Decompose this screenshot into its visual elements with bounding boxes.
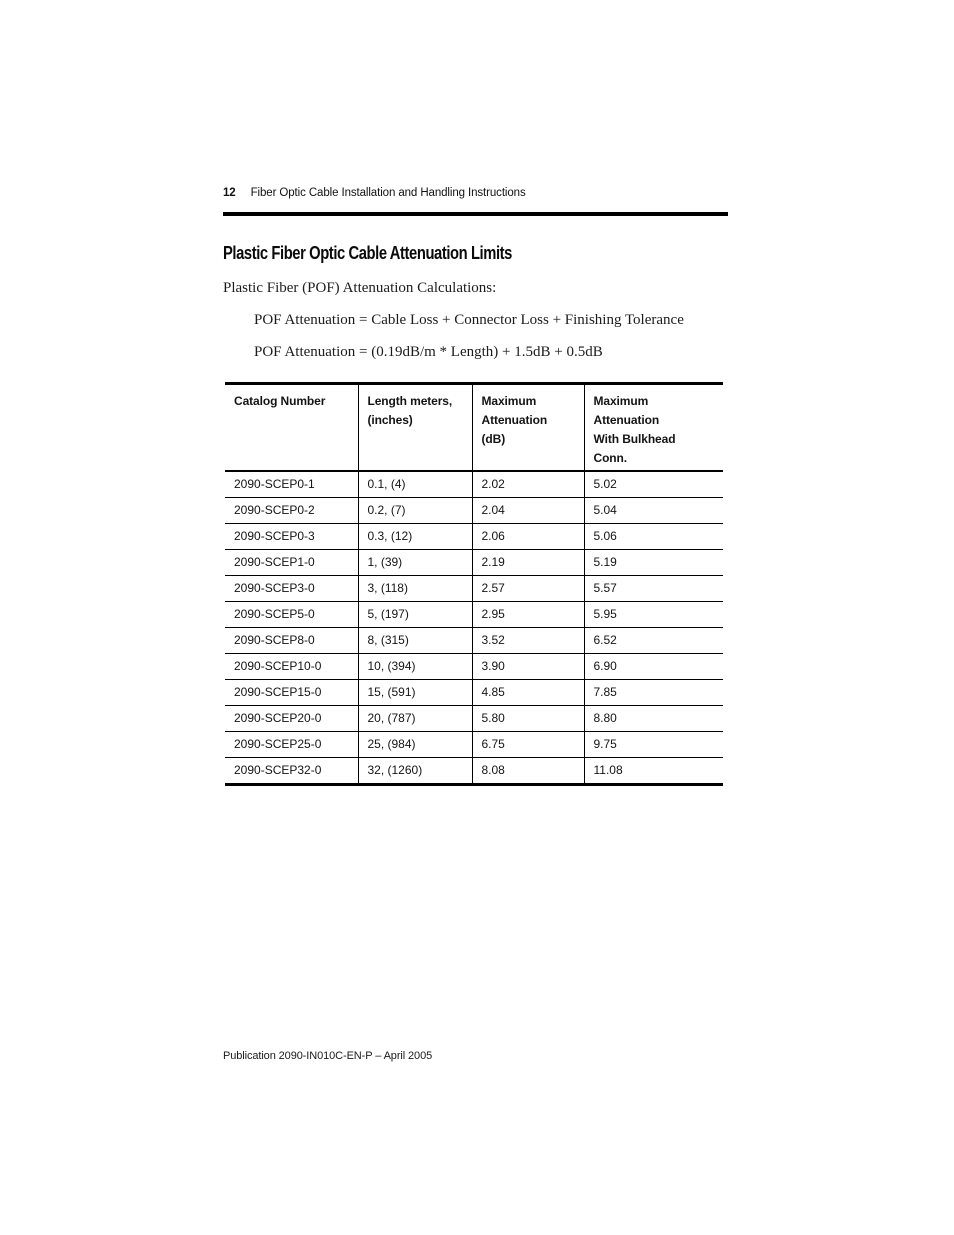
page-header: 12 Fiber Optic Cable Installation and Han… (223, 187, 526, 199)
table-cell: 3.90 (471, 653, 584, 680)
table-cell: 25, (984) (357, 731, 472, 758)
table-cell: 2090-SCEP0-2 (225, 497, 358, 524)
section-title: Plastic Fiber Optic Cable Attenuation Li… (223, 243, 512, 263)
page-footer: Publication 2090-IN010C-EN-P – April 200… (223, 1050, 433, 1062)
table-cell: 2090-SCEP10-0 (225, 653, 358, 680)
table-cell: 0.1, (4) (357, 471, 472, 498)
table-cell: 0.3, (12) (357, 523, 472, 550)
attenuation-table: Catalog Number Length meters, (inches) Max… (225, 382, 723, 786)
attenuation-table-container: Catalog Number Length meters, (inches) Max… (225, 382, 723, 786)
table-cell: 6.52 (583, 627, 723, 654)
table-row: 2090-SCEP0-3 0.3, (12) 2.06 5.06 (225, 523, 723, 550)
table-row: 2090-SCEP15-0 15, (591) 4.85 7.85 (225, 679, 723, 706)
table-cell: 2.19 (471, 549, 584, 576)
table-cell: 2090-SCEP0-1 (225, 471, 358, 498)
table-cell: 2.02 (471, 471, 584, 498)
table-row: 2090-SCEP20-0 20, (787) 5.80 8.80 (225, 705, 723, 732)
formula-line-2: POF Attenuation = (0.19dB/m * Length) + … (254, 344, 603, 360)
table-cell: 2.06 (471, 523, 584, 550)
table-cell: 3.52 (471, 627, 584, 654)
document-title: Fiber Optic Cable Installation and Handl… (250, 187, 526, 199)
table-cell: 2.57 (471, 575, 584, 602)
table-cell: 10, (394) (357, 653, 472, 680)
table-cell: 32, (1260) (357, 757, 472, 785)
table-cell: 3, (118) (357, 575, 472, 602)
table-cell: 5.02 (583, 471, 723, 498)
table-cell: 5.06 (583, 523, 723, 550)
table-cell: 15, (591) (357, 679, 472, 706)
table-cell: 2.04 (471, 497, 584, 524)
table-cell: 2090-SCEP15-0 (225, 679, 358, 706)
table-body: 2090-SCEP0-1 0.1, (4) 2.02 5.02 2090-SCEP0-2… (225, 471, 723, 785)
table-cell: 4.85 (471, 679, 584, 706)
table-cell: 20, (787) (357, 705, 472, 732)
table-row: 2090-SCEP8-0 8, (315) 3.52 6.52 (225, 627, 723, 654)
column-header: Maximum Attenuation With Bulkhead Conn. (583, 383, 723, 472)
table-cell: 1, (39) (357, 549, 472, 576)
table-cell: 5, (197) (357, 601, 472, 628)
table-cell: 2090-SCEP5-0 (225, 601, 358, 628)
table-cell: 2090-SCEP20-0 (225, 705, 358, 732)
table-cell: 11.08 (583, 757, 723, 785)
table-cell: 5.95 (583, 601, 723, 628)
table-cell: 9.75 (583, 731, 723, 758)
column-header: Length meters, (inches) (357, 383, 472, 472)
formula-line-1: POF Attenuation = Cable Loss + Connector… (254, 312, 684, 328)
table-row: 2090-SCEP0-1 0.1, (4) 2.02 5.02 (225, 471, 723, 498)
table-cell: 7.85 (583, 679, 723, 706)
table-header-row: Catalog Number Length meters, (inches) Max… (225, 383, 723, 472)
table-row: 2090-SCEP0-2 0.2, (7) 2.04 5.04 (225, 497, 723, 524)
table-row: 2090-SCEP25-0 25, (984) 6.75 9.75 (225, 731, 723, 758)
table-cell: 2090-SCEP8-0 (225, 627, 358, 654)
table-row: 2090-SCEP3-0 3, (118) 2.57 5.57 (225, 575, 723, 602)
table-cell: 5.04 (583, 497, 723, 524)
table-cell: 2090-SCEP32-0 (234, 763, 322, 777)
table-cell: 2.95 (471, 601, 584, 628)
table-cell: 6.90 (583, 653, 723, 680)
table-cell: 5.80 (471, 705, 584, 732)
intro-text: Plastic Fiber (POF) Attenuation Calculat… (223, 280, 497, 296)
table-row: 2090-SCEP10-0 10, (394) 3.90 6.90 (225, 653, 723, 680)
table-cell: 8.08 (471, 757, 584, 785)
column-header: Maximum Attenuation (dB) (471, 383, 584, 472)
table-row: 2090-SCEP5-0 5, (197) 2.95 5.95 (225, 601, 723, 628)
table-cell: 2090-SCEP0-3 (225, 523, 358, 550)
header-divider (223, 212, 728, 216)
table-cell: 2090-SCEP1-0 (225, 549, 358, 576)
table-cell: 2090-SCEP25-0 (225, 731, 358, 758)
table-row: 2090-SCEP1-0 1, (39) 2.19 5.19 (225, 549, 723, 576)
table-cell: 2090-SCEP3-0 (225, 575, 358, 602)
column-header: Catalog Number (225, 383, 358, 472)
page-number: 12 (223, 187, 236, 199)
table-cell: 0.2, (7) (357, 497, 472, 524)
table-cell: 8, (315) (357, 627, 472, 654)
table-cell: 8.80 (583, 705, 723, 732)
table-cell: 5.19 (583, 549, 723, 576)
table-cell: 6.75 (471, 731, 584, 758)
table-row: 2090-SCEP32-0 32, (1260) 8.08 11.08 (225, 757, 723, 785)
table-cell: 5.57 (583, 575, 723, 602)
